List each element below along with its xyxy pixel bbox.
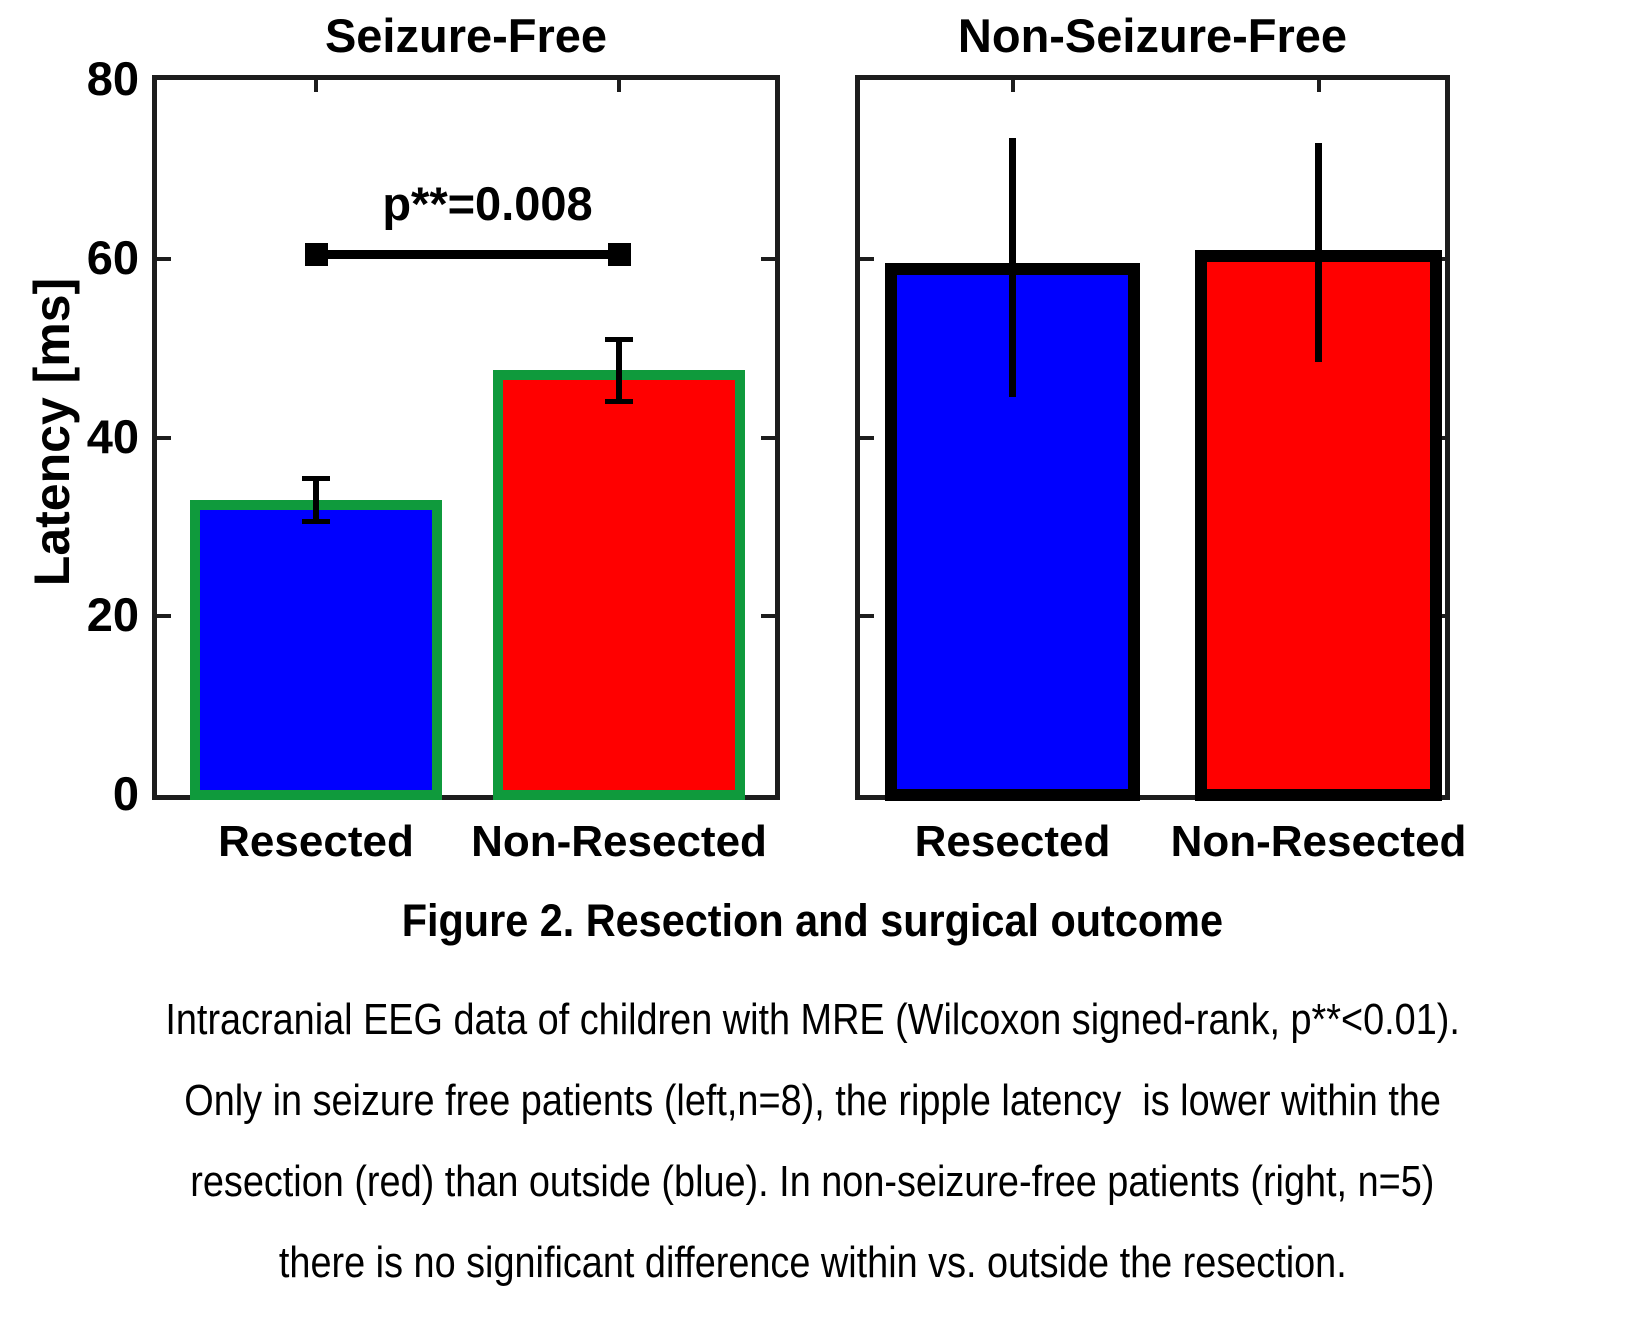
y-tick-mark xyxy=(761,435,775,440)
bar-seizure-free-non-resected xyxy=(493,370,745,800)
significance-endcap-right xyxy=(608,243,631,267)
x-tick-mark-top xyxy=(1010,80,1015,92)
bar-seizure-free-resected xyxy=(190,500,442,800)
x-tick-label-resected: Resected xyxy=(218,817,414,866)
y-tick-mark xyxy=(761,256,775,261)
caption-title: Figure 2. Resection and surgical outcome xyxy=(0,895,1625,947)
plot-axes-non-seizure-free: Resected Non-Resected xyxy=(855,75,1466,866)
y-tick-mark xyxy=(157,435,171,440)
y-tick-label-20: 20 xyxy=(86,588,139,642)
x-tick-label-non-resected: Non-Resected xyxy=(1170,817,1467,866)
caption-line-1-text: Intracranial EEG data of children with M… xyxy=(165,995,1460,1044)
error-bar-cap-bottom xyxy=(605,398,633,404)
x-tick-mark-top xyxy=(1316,80,1321,92)
y-tick-mark xyxy=(860,435,874,440)
x-tick-label-non-resected: Non-Resected xyxy=(471,817,767,866)
caption-line-3-text: resection (red) than outside (blue). In … xyxy=(190,1157,1435,1206)
y-tick-mark xyxy=(761,614,775,619)
caption-line-2-text: Only in seizure free patients (left,n=8)… xyxy=(184,1076,1441,1125)
y-tick-mark xyxy=(157,256,171,261)
y-tick-label-0: 0 xyxy=(112,767,139,820)
significance-endcap-left xyxy=(305,243,328,267)
panel-title-seizure-free: Seizure-Free xyxy=(324,9,608,62)
y-tick-label-60: 60 xyxy=(86,230,139,284)
significance-line xyxy=(316,250,619,260)
significance-p-value: p**=0.008 xyxy=(382,177,593,231)
error-bar-cap-bottom xyxy=(302,519,330,525)
x-tick-label-resected: Resected xyxy=(914,817,1111,866)
caption-line: there is no significant difference withi… xyxy=(0,1222,1625,1303)
x-tick-mark-top xyxy=(617,80,621,92)
error-bar xyxy=(1315,142,1322,362)
caption-line-4-text: there is no significant difference withi… xyxy=(278,1238,1347,1287)
plot-axes-seizure-free: 0 20 40 60 80 Resected Non-Resected p**=0.008 xyxy=(87,52,780,866)
caption-line: resection (red) than outside (blue). In … xyxy=(0,1141,1625,1222)
error-bar-cap-top xyxy=(605,337,633,343)
caption-title-text: Figure 2. Resection and surgical outcome xyxy=(401,895,1224,946)
y-tick-label-80: 80 xyxy=(86,52,139,105)
error-bar xyxy=(616,339,622,402)
figure-caption: Figure 2. Resection and surgical outcome… xyxy=(0,895,1625,1303)
x-tick-mark-top xyxy=(314,80,318,92)
error-bar-cap-top xyxy=(302,475,330,481)
y-tick-mark xyxy=(157,614,171,619)
panel-title-non-seizure-free: Non-Seizure-Free xyxy=(957,9,1348,62)
caption-line: Only in seizure free patients (left,n=8)… xyxy=(0,1060,1625,1141)
y-tick-mark xyxy=(860,614,874,619)
y-tick-mark xyxy=(860,256,874,261)
error-bar xyxy=(1009,138,1016,398)
caption-line: Intracranial EEG data of children with M… xyxy=(0,979,1625,1060)
y-tick-label-40: 40 xyxy=(86,409,139,463)
error-bar xyxy=(313,477,319,523)
